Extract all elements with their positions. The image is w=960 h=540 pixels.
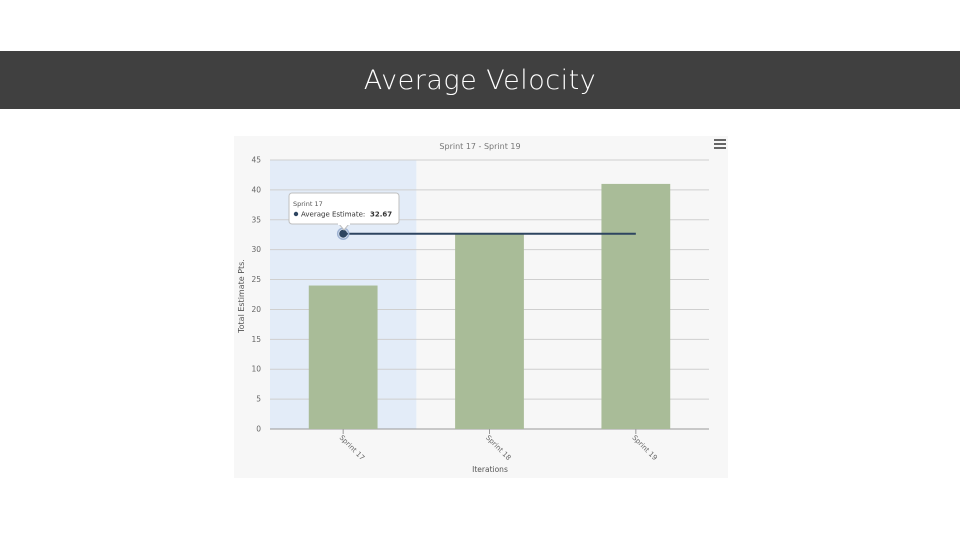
y-tick-label: 35 bbox=[251, 215, 261, 224]
chart-menu-icon[interactable] bbox=[714, 137, 726, 149]
y-tick-label: 30 bbox=[251, 245, 261, 254]
x-tick-label: Sprint 19 bbox=[630, 434, 658, 462]
chart-tooltip: Sprint 17 Average Estimate: 32.67 bbox=[288, 192, 400, 231]
y-tick-label: 5 bbox=[256, 395, 261, 404]
title-band: Average Velocity bbox=[0, 51, 960, 109]
x-tick-label: Sprint 18 bbox=[484, 434, 512, 462]
chart-panel: 0 5 10 15 20 25 30 35 40 45 Sprint 17 Sprint 18 Spr… bbox=[234, 136, 728, 478]
slide-title: Average Velocity bbox=[363, 64, 597, 96]
x-tick-label: Sprint 17 bbox=[338, 434, 366, 462]
tooltip-label: Average Estimate: bbox=[301, 211, 365, 219]
y-tick-label: 20 bbox=[251, 305, 261, 314]
bar[interactable] bbox=[601, 183, 671, 429]
y-tick-label: 25 bbox=[251, 275, 261, 284]
x-axis-label: Iterations bbox=[472, 465, 508, 474]
y-axis-label: Total Estimate Pts. bbox=[237, 259, 246, 334]
bar[interactable] bbox=[308, 285, 378, 429]
tooltip-value: 32.67 bbox=[370, 211, 392, 219]
bar[interactable] bbox=[455, 233, 524, 429]
y-tick-label: 10 bbox=[251, 365, 261, 374]
tooltip-header: Sprint 17 bbox=[293, 200, 323, 208]
tooltip-series-marker bbox=[293, 211, 299, 217]
y-tick-label: 40 bbox=[251, 185, 261, 194]
y-tick-label: 45 bbox=[251, 156, 261, 165]
average-point[interactable] bbox=[339, 229, 348, 238]
chart-title: Sprint 17 - Sprint 19 bbox=[439, 142, 520, 151]
velocity-chart: 0 5 10 15 20 25 30 35 40 45 Sprint 17 Sprint 18 Spr… bbox=[237, 142, 709, 474]
y-tick-label: 0 bbox=[256, 425, 261, 434]
y-tick-label: 15 bbox=[251, 335, 261, 344]
